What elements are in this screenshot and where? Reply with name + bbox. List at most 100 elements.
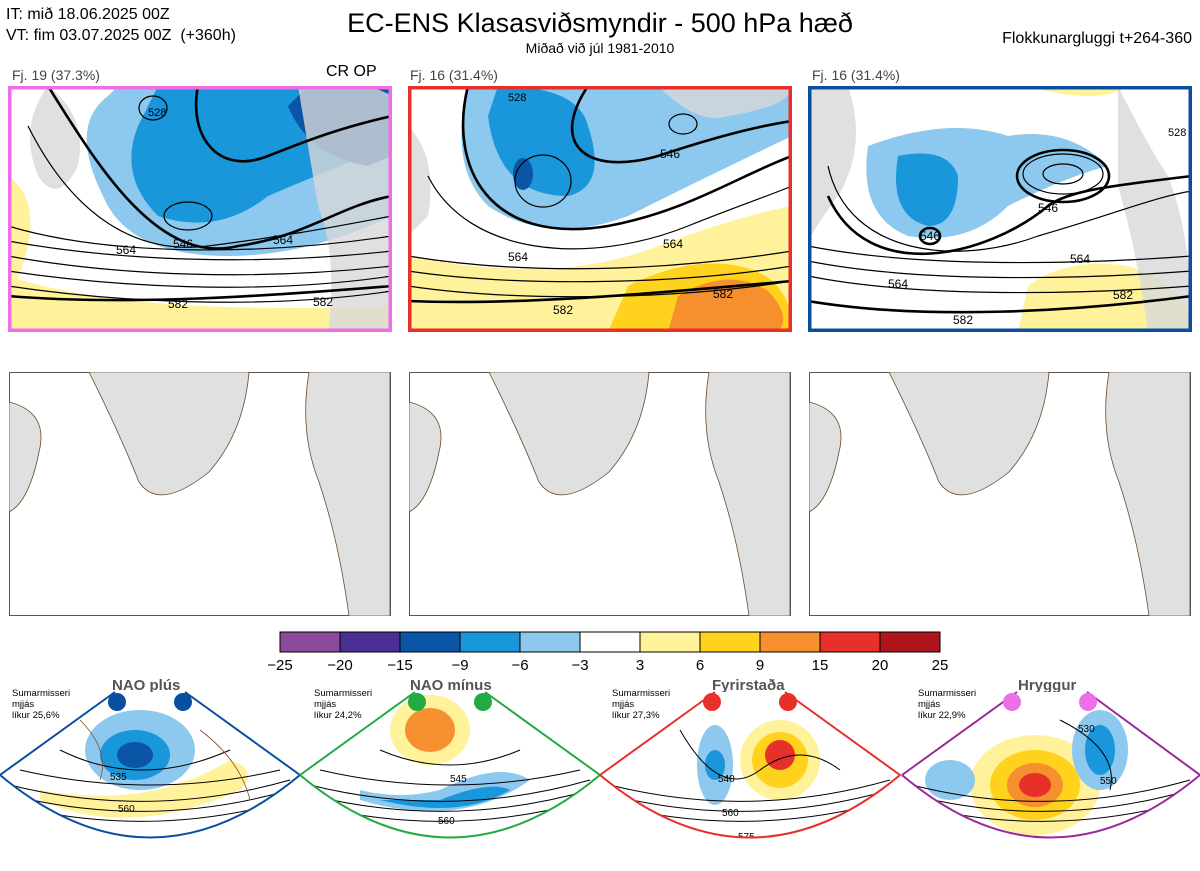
contour-label: 582 — [553, 303, 573, 317]
regime-dot — [779, 693, 797, 711]
land-europe — [305, 372, 391, 616]
panel1-badge: CR OP — [326, 63, 377, 80]
contour-label: 528 — [148, 107, 166, 119]
regime-maps: 535 560 545 560 575 540 560 575 — [0, 691, 1200, 859]
regime-map-nao-plus: 535 560 — [0, 692, 300, 838]
empty-map-3[interactable] — [809, 372, 1191, 616]
contour-label: 546 — [660, 147, 680, 161]
contour-label: 582 — [953, 313, 973, 327]
land-greenland — [888, 372, 1050, 496]
regime-contour-label: 575 — [448, 848, 465, 859]
contour-label: 528 — [1168, 127, 1186, 139]
regime-dot — [1079, 693, 1097, 711]
regime-contour-label: 550 — [1100, 776, 1117, 787]
colorbar-tick-label: 20 — [872, 657, 889, 674]
cluster-frame — [808, 86, 1192, 332]
classification-window: Flokkunargluggi t+264-360 — [1002, 30, 1192, 47]
regime-info-2: Sumarmisseri mjjás líkur 24,2% — [314, 688, 372, 721]
contour-label: 582 — [313, 295, 333, 309]
contour-label: 564 — [508, 250, 528, 264]
cluster-map-2[interactable]: 582 582 564 564 546 528 — [408, 86, 792, 332]
anomaly-colorbar: −25 −20 −15 −9 −6 −3 3 6 9 15 20 25 — [267, 631, 949, 674]
regime-map-nao-minus: 545 560 575 — [300, 692, 600, 859]
colorbar-swatch — [519, 631, 581, 653]
colorbar-swatch — [699, 631, 761, 653]
positive-anomaly-west — [8, 176, 31, 296]
regime-dot — [1003, 693, 1021, 711]
regime-contour-label: 530 — [1078, 724, 1095, 735]
colorbar-tick-label: 9 — [756, 657, 764, 674]
regime-frame — [299, 691, 602, 839]
regime-dot — [174, 693, 192, 711]
contour-label: 564 — [1070, 252, 1090, 266]
land-canada — [9, 401, 42, 513]
colorbar-tick-label: 3 — [636, 657, 644, 674]
strong-negative-anomaly — [896, 153, 958, 226]
colorbar-tick-label: −15 — [387, 657, 412, 674]
contour-label: 528 — [508, 92, 526, 104]
contour-label: 564 — [888, 277, 908, 291]
contour-label: 564 — [116, 243, 136, 257]
land-greenland — [30, 86, 80, 189]
regime-dot — [108, 693, 126, 711]
regime-contour-label: 575 — [1092, 838, 1109, 849]
empty-map-2[interactable] — [409, 372, 791, 616]
regime-info-3: Sumarmisseri mjjás líkur 27,3% — [612, 688, 670, 721]
colorbar-swatch — [759, 631, 821, 653]
colorbar-swatch — [459, 631, 521, 653]
probability-label: líkur 22,9% — [918, 710, 966, 721]
land-europe — [1105, 372, 1191, 616]
land-canada — [809, 401, 842, 513]
colorbar-swatch — [339, 631, 401, 653]
regime-contour-label: 560 — [722, 808, 739, 819]
land-europe — [298, 86, 392, 332]
regime-map-ridge: 530 550 575 — [902, 692, 1200, 849]
months-label: mjjás — [314, 699, 337, 710]
colorbar-tick-label: 15 — [812, 657, 829, 674]
colorbar-tick-label: −3 — [571, 657, 588, 674]
regime-dot — [408, 693, 426, 711]
land-greenland — [808, 86, 856, 246]
regime-contour-label: 560 — [118, 804, 135, 815]
land-europe — [1118, 86, 1192, 332]
colorbar-tick-label: −9 — [451, 657, 468, 674]
probability-label: líkur 27,3% — [612, 710, 660, 721]
core-negative-anomaly — [513, 158, 533, 190]
panel1-label: Fj. 19 (37.3%) — [12, 67, 100, 83]
land-greenland — [488, 372, 650, 496]
regime-name: Fyrirstaða — [712, 677, 785, 694]
cluster-frame — [408, 86, 792, 332]
empty-map-1[interactable] — [9, 372, 391, 616]
colorbar-tick-label: −25 — [267, 657, 292, 674]
contour-label: 564 — [663, 237, 683, 251]
cluster-map-1[interactable]: 582 582 564 564 546 528 — [8, 86, 392, 332]
regime-contour-label: 545 — [450, 774, 467, 785]
colorbar-swatch — [879, 631, 941, 653]
regime-info-4: Sumarmisseri mjjás líkur 22,9% — [918, 688, 976, 721]
regime-frame — [599, 691, 902, 839]
header-run-times: IT: mið 18.06.2025 00Z VT: fim 03.07.202… — [6, 4, 236, 46]
cluster-map-3[interactable]: 582 582 564 564 546 546 528 — [808, 86, 1192, 332]
colorbar-tick-label: 6 — [696, 657, 704, 674]
valid-time: VT: fim 03.07.2025 00Z (+360h) — [6, 27, 236, 44]
months-label: mjjás — [12, 699, 35, 710]
season-label: Sumarmisseri — [918, 688, 977, 699]
regime-contour-label: 575 — [738, 832, 755, 843]
land-scandinavia — [658, 86, 792, 118]
regime-info-1: Sumarmisseri mjjás líkur 25,6% — [12, 688, 70, 721]
positive-anomaly-south — [8, 276, 392, 332]
regime-contour-label: 560 — [438, 816, 455, 827]
colorbar-tick-label: 25 — [932, 657, 949, 674]
regime-name: Hryggur — [1018, 677, 1077, 694]
contour-label: 582 — [168, 297, 188, 311]
regime-name: NAO mínus — [410, 677, 492, 694]
season-label: Sumarmisseri — [12, 688, 71, 699]
contour-label: 546 — [1038, 201, 1058, 215]
regime-contour-label: 540 — [718, 774, 735, 785]
land-greenland — [408, 126, 431, 236]
contour-label: 546 — [920, 229, 940, 243]
contour-label: 582 — [1113, 288, 1133, 302]
months-label: mjjás — [612, 699, 635, 710]
regime-contour-label: 535 — [110, 772, 127, 783]
page-subtitle: Miðað við júl 1981-2010 — [525, 40, 675, 56]
